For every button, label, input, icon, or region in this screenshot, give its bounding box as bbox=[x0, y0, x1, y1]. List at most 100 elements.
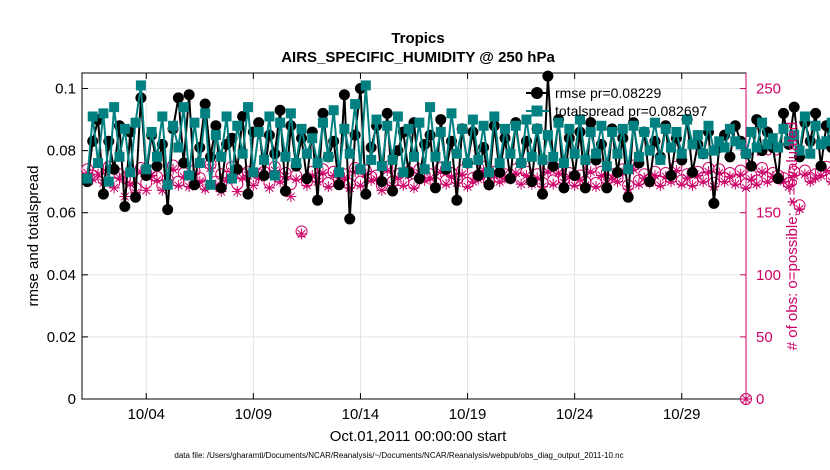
spread-point bbox=[633, 151, 644, 162]
spread-point bbox=[671, 126, 682, 137]
spread-point bbox=[623, 164, 634, 175]
spread-point bbox=[532, 123, 543, 134]
rmse-point bbox=[724, 151, 736, 163]
spread-point bbox=[612, 148, 623, 159]
spread-point bbox=[125, 167, 136, 178]
spread-point bbox=[317, 117, 328, 128]
spread-point bbox=[366, 154, 377, 165]
spread-point bbox=[548, 151, 559, 162]
spread-point bbox=[173, 142, 184, 153]
spread-point bbox=[741, 148, 751, 159]
rmse-point bbox=[585, 117, 597, 129]
legend-spread-marker bbox=[531, 105, 543, 117]
evaluated-point bbox=[633, 178, 645, 190]
spread-point bbox=[666, 142, 677, 153]
spread-point bbox=[184, 170, 195, 181]
spread-point bbox=[109, 102, 120, 113]
spread-point bbox=[799, 111, 810, 122]
x-tick-label: 10/19 bbox=[449, 406, 487, 423]
spread-point bbox=[708, 145, 719, 156]
rmse-point bbox=[215, 182, 227, 194]
evaluated-point bbox=[713, 167, 725, 179]
spread-point bbox=[280, 151, 291, 162]
spread-point bbox=[119, 123, 130, 134]
spread-point bbox=[601, 161, 612, 172]
rmse-point bbox=[242, 188, 254, 200]
spread-point bbox=[237, 148, 248, 159]
spread-point bbox=[676, 148, 687, 159]
x-tick-label: 10/09 bbox=[235, 406, 273, 423]
rmse-point bbox=[130, 191, 142, 203]
spread-point bbox=[130, 117, 141, 128]
evaluated-point bbox=[751, 178, 763, 190]
spread-point bbox=[617, 123, 628, 134]
evaluated-point bbox=[761, 176, 773, 188]
spread-point bbox=[382, 120, 393, 131]
spread-point bbox=[564, 123, 575, 134]
evaluated-point bbox=[756, 166, 768, 178]
spread-point bbox=[360, 80, 371, 91]
spread-point bbox=[655, 154, 666, 165]
evaluated-point bbox=[151, 174, 163, 186]
series-totalspread pr=0.082697 bbox=[82, 80, 830, 190]
rmse-point bbox=[97, 188, 109, 200]
spread-point bbox=[114, 151, 125, 162]
spread-point bbox=[521, 114, 532, 125]
spread-point bbox=[403, 123, 414, 134]
spread-point bbox=[478, 120, 489, 131]
zero-obs-marker bbox=[740, 393, 752, 405]
rmse-point bbox=[611, 166, 623, 178]
spread-point bbox=[660, 123, 671, 134]
y-right-tick-label: 50 bbox=[756, 329, 773, 346]
y-tick-label: 0.1 bbox=[55, 81, 76, 98]
spread-point bbox=[815, 139, 826, 150]
evaluated-point bbox=[92, 168, 104, 180]
spread-point bbox=[730, 136, 741, 147]
rmse-point bbox=[686, 166, 698, 178]
x-tick-label: 10/24 bbox=[556, 406, 594, 423]
spread-point bbox=[489, 111, 500, 122]
rmse-point bbox=[338, 89, 350, 101]
spread-point bbox=[746, 126, 757, 137]
spread-point bbox=[312, 158, 323, 169]
rmse-point bbox=[317, 107, 329, 119]
spread-point bbox=[575, 114, 585, 125]
rmse-point bbox=[188, 179, 200, 191]
rmse-point bbox=[772, 173, 784, 185]
y-axis-right-label: # of obs: o=possible; ∗=evaluated bbox=[784, 122, 801, 351]
spread-point bbox=[216, 151, 227, 162]
evaluated-point bbox=[440, 178, 452, 190]
evaluated-point bbox=[740, 182, 752, 194]
spread-point bbox=[767, 133, 778, 144]
evaluated-point bbox=[810, 172, 822, 184]
spread-point bbox=[762, 139, 773, 150]
spread-point bbox=[259, 154, 270, 165]
spread-point bbox=[344, 148, 355, 159]
evaluated-point bbox=[654, 179, 666, 191]
spread-point bbox=[135, 80, 146, 91]
rmse-point bbox=[172, 92, 184, 104]
rmse-point bbox=[376, 176, 388, 188]
rmse-point bbox=[451, 194, 463, 206]
spread-point bbox=[467, 114, 478, 125]
rmse-point bbox=[537, 188, 549, 200]
spread-point bbox=[253, 126, 264, 137]
spread-point bbox=[789, 130, 800, 141]
rmse-point bbox=[526, 176, 538, 188]
spread-point bbox=[87, 111, 98, 122]
spread-point bbox=[510, 120, 521, 131]
spread-point bbox=[644, 145, 655, 156]
spread-point bbox=[151, 151, 162, 162]
spread-point bbox=[392, 111, 403, 122]
spread-point bbox=[805, 148, 816, 159]
rmse-point bbox=[435, 114, 447, 126]
spread-point bbox=[425, 102, 436, 113]
spread-point bbox=[505, 148, 516, 159]
evaluated-point bbox=[290, 173, 302, 185]
spread-point bbox=[553, 117, 564, 128]
y-right-tick-label: 150 bbox=[756, 205, 781, 222]
evaluated-point bbox=[424, 172, 436, 184]
rmse-point bbox=[269, 148, 281, 160]
evaluated-point bbox=[172, 179, 184, 191]
